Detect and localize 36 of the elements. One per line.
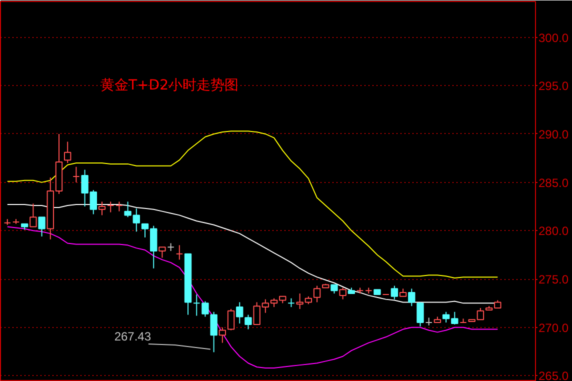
candlestick — [210, 311, 218, 353]
candlestick — [218, 326, 226, 344]
y-tick-label: 285.0 — [538, 176, 569, 190]
candlestick — [193, 294, 200, 316]
y-tick-label: 265.0 — [538, 369, 569, 381]
candlestick — [72, 166, 80, 183]
candlestick — [116, 201, 123, 212]
candlestick — [339, 287, 346, 300]
candlestick — [460, 318, 467, 324]
candlestick — [408, 288, 416, 307]
candlestick — [313, 285, 321, 303]
candlestick — [390, 285, 398, 300]
y-tick-label: 270.0 — [538, 320, 569, 335]
candlestick — [416, 302, 424, 327]
line-series — [6, 130, 498, 279]
candlestick — [425, 317, 432, 326]
y-tick-label: 295.0 — [538, 79, 569, 94]
candlestick — [64, 141, 72, 164]
candlestick — [98, 201, 106, 216]
text: 黄金T+D2小时走势图 — [100, 78, 238, 94]
candlestick — [244, 314, 252, 330]
candlestick — [236, 302, 244, 324]
candlestick — [202, 300, 209, 318]
candlestick — [167, 242, 174, 252]
candlestick — [30, 203, 37, 228]
y-tick-label: 275.0 — [538, 272, 569, 287]
candlestick — [176, 244, 184, 260]
annotation: 267.43 — [114, 330, 152, 344]
candlestick — [107, 201, 114, 213]
candlestick — [38, 216, 46, 237]
candlestick — [227, 308, 235, 331]
y-tick-label: 300.0 — [538, 30, 569, 45]
line-series — [6, 226, 498, 368]
y-tick-label: 290.0 — [538, 127, 569, 142]
y-tick-label: 280.0 — [538, 224, 569, 238]
candlestick — [158, 246, 166, 258]
